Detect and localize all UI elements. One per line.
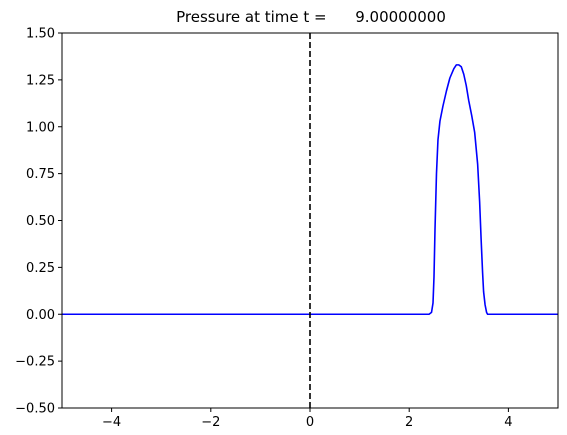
- x-axis-ticks: −4 −2 0 2 4: [102, 408, 513, 430]
- x-tick-label: 4: [504, 415, 512, 430]
- y-tick-label: 0.75: [26, 167, 55, 182]
- y-tick-label: 1.50: [26, 27, 55, 42]
- y-tick-label: 1.25: [26, 73, 55, 88]
- y-tick-label: 0.50: [26, 214, 55, 229]
- x-tick-label: −2: [201, 415, 220, 430]
- pressure-series-line: [62, 64, 558, 316]
- y-tick-label: 0.00: [26, 308, 55, 323]
- x-tick-label: −4: [102, 415, 121, 430]
- y-tick-label: 1.00: [26, 120, 55, 135]
- y-axis-ticks: −0.50 −0.25 0.00 0.25 0.50 0.75 1.00 1.25 1.50: [15, 27, 62, 417]
- x-tick-label: 2: [405, 415, 413, 430]
- x-tick-label: 0: [306, 415, 314, 430]
- y-tick-label: −0.50: [15, 402, 55, 417]
- chart-title: Pressure at time t = 9.00000000: [176, 8, 446, 26]
- plot-area: [62, 33, 558, 408]
- y-tick-label: 0.25: [26, 261, 55, 276]
- y-tick-label: −0.25: [15, 355, 55, 370]
